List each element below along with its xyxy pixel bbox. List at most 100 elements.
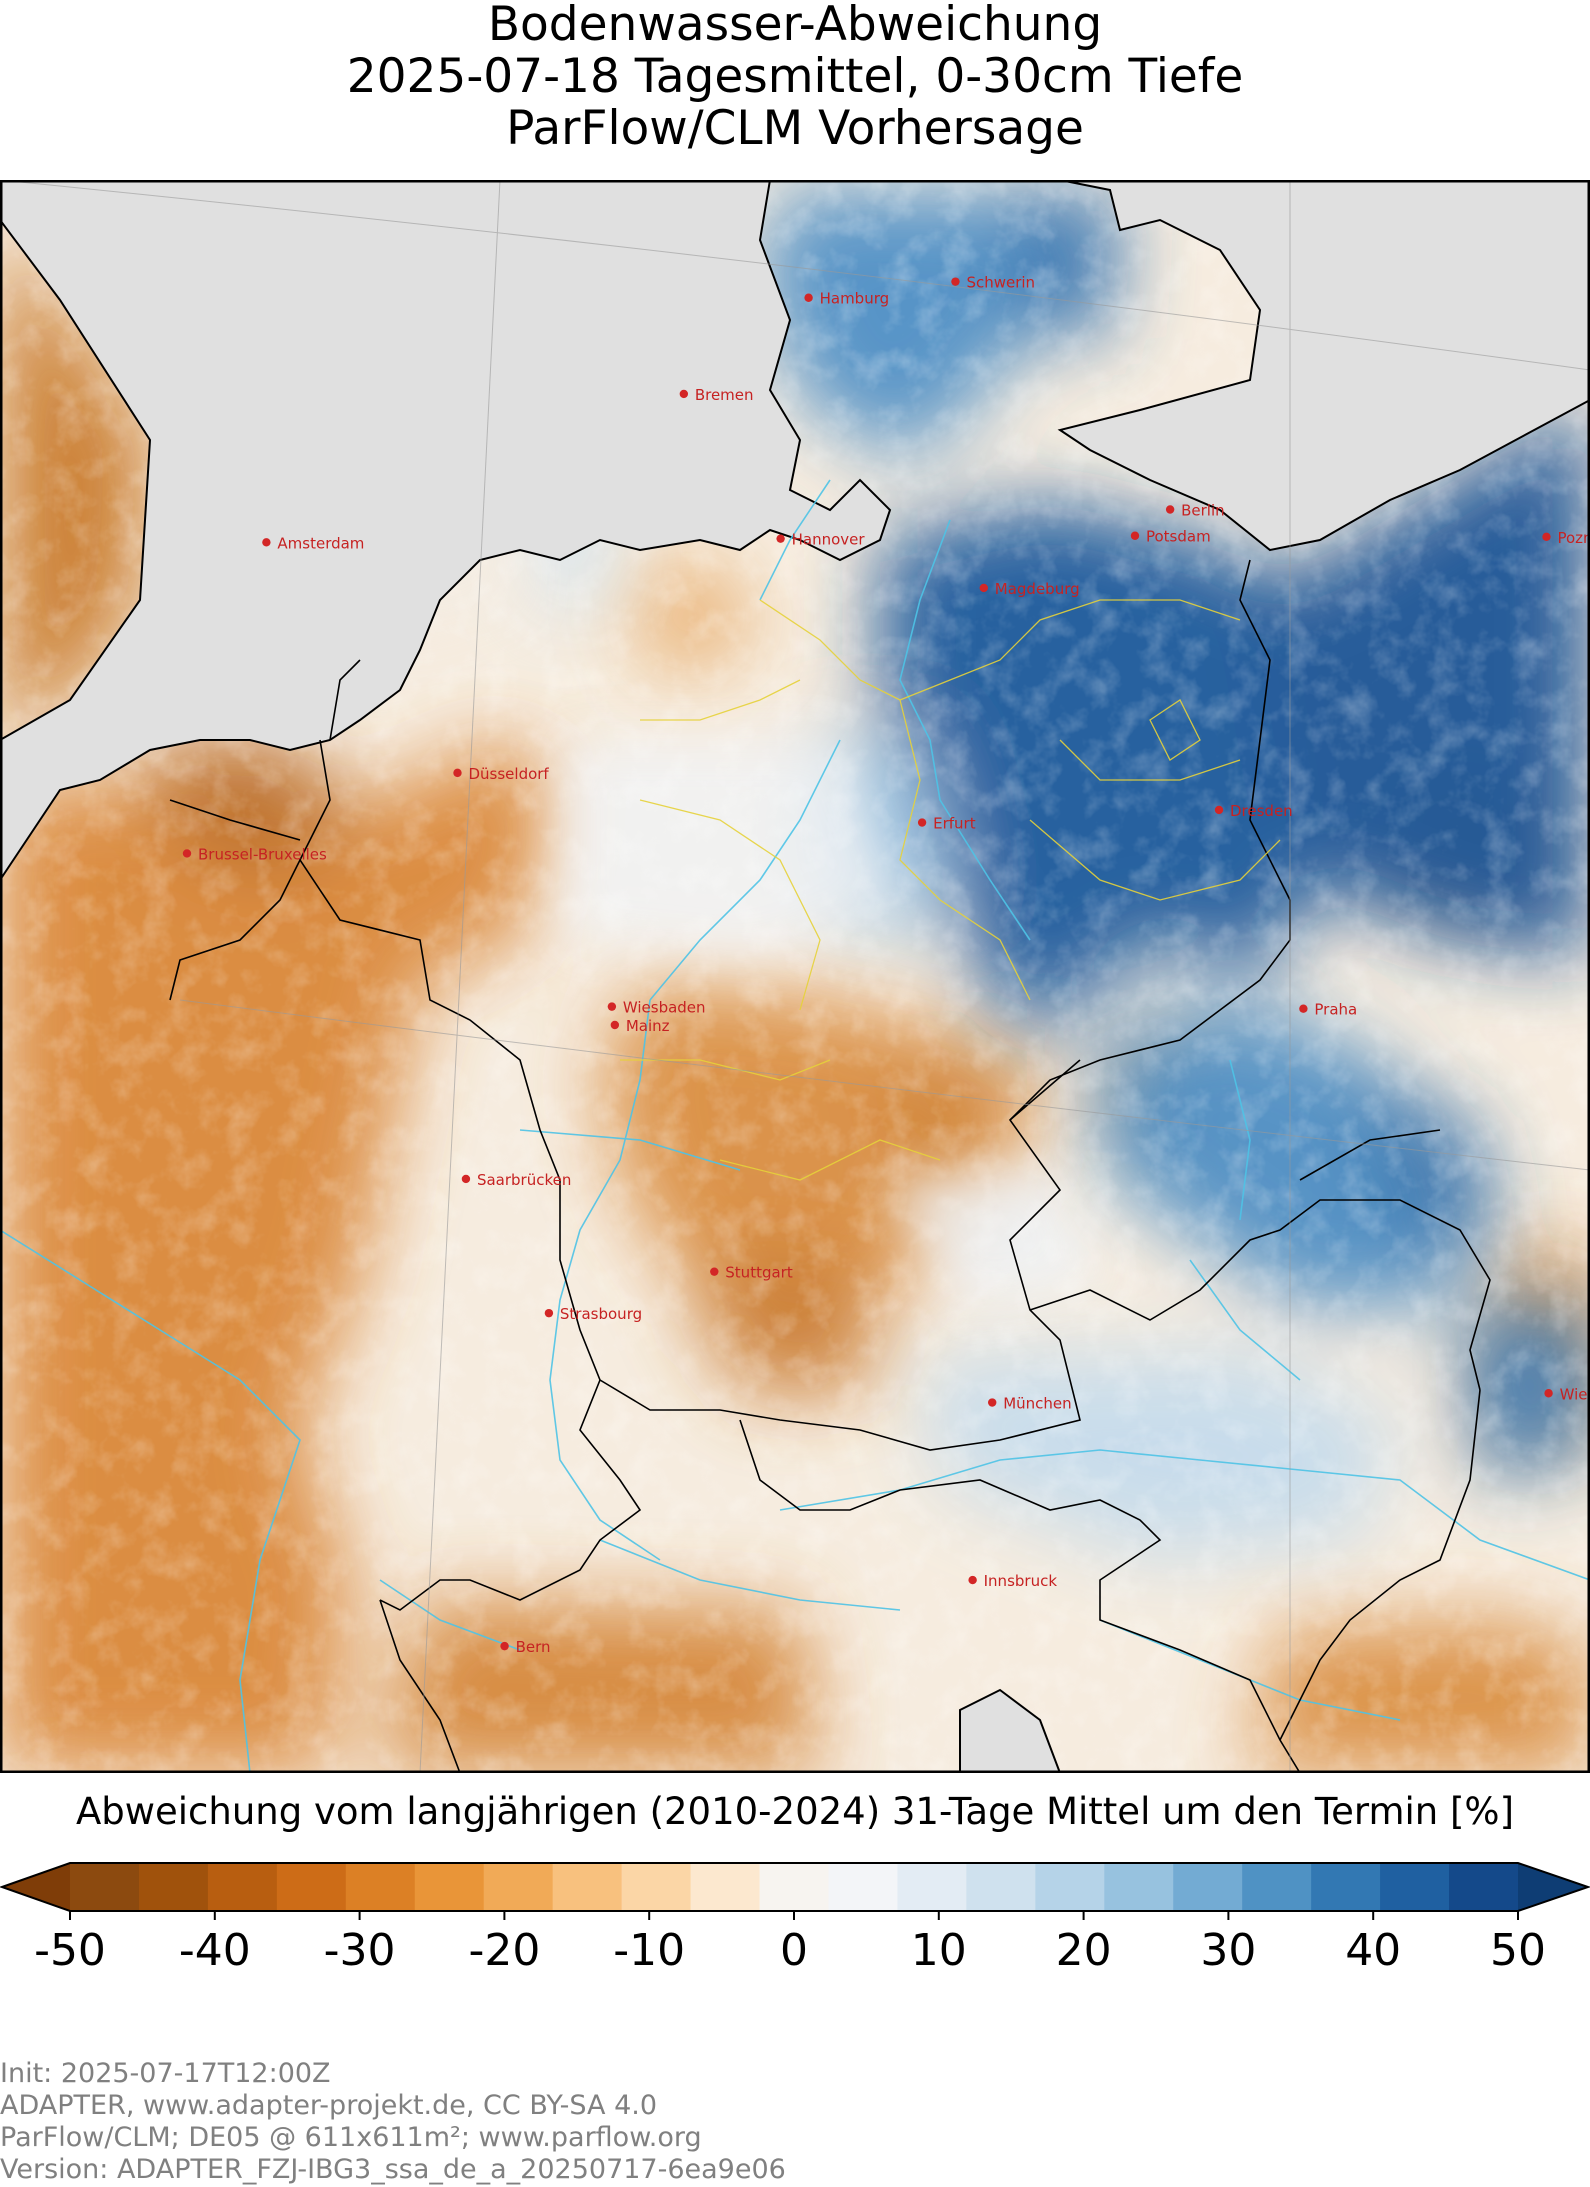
colorbar-segment [1449,1863,1519,1911]
colorbar-segment [276,1863,347,1911]
city-marker: Saarbrücken [461,1171,571,1189]
colorbar-segment [621,1863,692,1911]
rivers [0,479,1590,1773]
city-label: München [1003,1395,1071,1413]
city-label: Stuttgart [725,1264,793,1282]
colorbar-segment [897,1863,967,1911]
city-dot [679,389,689,399]
city-marker: Bern [500,1638,551,1656]
colorbar-tick-label: 0 [780,1925,808,1975]
colorbar-segment [1242,1863,1312,1911]
city-label: Bremen [695,386,754,404]
colorbar-tick-label: -50 [34,1925,106,1975]
city-marker: München [988,1395,1072,1413]
city-marker: Strasbourg [544,1305,642,1323]
colorbar-segment [1311,1863,1381,1911]
footer-model: ParFlow/CLM; DE05 @ 611x611m²; www.parfl… [0,2122,702,2153]
city-label: Strasbourg [560,1305,642,1323]
city-marker: Innsbruck [968,1572,1057,1590]
colorbar-tick-label: 50 [1490,1925,1546,1975]
city-marker: Erfurt [917,815,976,833]
colorbar-segment [1380,1863,1450,1911]
city-dot [710,1267,719,1276]
city-dot [988,1398,997,1407]
city-label: Schwerin [966,274,1035,292]
city-label: Wiesbaden [623,999,706,1017]
colorbar-segment [828,1863,899,1911]
colorbar-segment [1104,1863,1174,1911]
city-label: Potsdam [1146,528,1211,546]
city-dot [461,1174,471,1184]
city-marker: Magdeburg [979,580,1080,598]
colorbar-segment [690,1863,761,1911]
city-label: Wien [1560,1385,1590,1403]
map-border [0,180,1590,1773]
city-marker: Poznań [1542,529,1590,547]
colorbar-segment [759,1863,830,1911]
sea-areas [0,180,1590,1773]
footer-credit: ADAPTER, www.adapter-projekt.de, CC BY-S… [0,2090,658,2121]
colorbar-segment [207,1863,278,1911]
city-marker: Bremen [679,386,754,404]
city-marker: Düsseldorf [453,765,549,783]
city-dot [1165,505,1175,514]
city-dot [1542,532,1551,541]
city-marker: Wiesbaden [607,999,706,1017]
city-marker: Hamburg [804,290,889,308]
footer-version: Version: ADAPTER_FZJ-IBG3_ssa_de_a_20250… [0,2154,786,2185]
city-marker: Wien [1544,1385,1590,1403]
colorbar-segment [1035,1863,1105,1911]
city-dot [182,849,192,858]
map-title-line-1: Bodenwasser-Abweichung [487,0,1103,52]
colorbar-over-triangle [1518,1863,1588,1911]
city-marker: Brussel-Bruxelles [182,845,327,863]
colorbar-segment [345,1863,416,1911]
city-label: Dresden [1230,802,1293,820]
city-label: Saarbrücken [477,1171,571,1189]
city-dot [610,1020,620,1030]
state-borders [620,599,1281,1181]
city-label: Mainz [626,1017,670,1035]
city-label: Erfurt [933,815,976,833]
colorbar-segment [552,1863,623,1911]
city-dot [917,818,927,827]
soil-moisture-map: KøbenhavnMalmöKielNorwichHamburgSchwerin… [0,180,1590,1773]
city-marker: Berlin [1165,501,1225,519]
city-dot [776,534,785,543]
colorbar-tick-label: -20 [468,1925,540,1975]
city-dot [1299,1004,1308,1013]
city-dot [979,583,988,593]
colorbar-segment [483,1863,554,1911]
city-marker: Dresden [1214,802,1293,820]
city-dot [453,768,462,778]
colorbar-label: Abweichung vom langjährigen (2010-2024) … [75,1790,1515,1833]
city-markers: KøbenhavnMalmöKielNorwichHamburgSchwerin… [182,274,1590,1656]
colorbar-under-triangle [2,1863,70,1911]
city-label: Düsseldorf [468,765,549,783]
colorbar-tick-label: 40 [1345,1925,1401,1975]
city-marker: Hannover [776,531,865,549]
city-dot [262,538,271,547]
colorbar-tick-label: -30 [324,1925,396,1975]
city-label: Amsterdam [277,534,364,552]
colorbar-segment [966,1863,1036,1911]
colorbar: -50 -40 -30 -20 -10 0 10 20 30 40 50 [0,1862,1590,1975]
colorbar-segment [414,1863,485,1911]
footer-init: Init: 2025-07-17T12:00Z [0,2058,331,2089]
colorbar-segment [70,1863,140,1911]
colorbar-tick-label: 30 [1200,1925,1256,1975]
colorbar-segment [138,1863,209,1911]
colorbar-tick-label: -40 [179,1925,251,1975]
city-marker: Schwerin [951,274,1035,292]
city-label: Hannover [792,531,866,549]
city-dot [1214,805,1224,815]
city-label: Poznań [1557,529,1590,547]
city-marker: Potsdam [1130,528,1211,546]
city-dot [804,293,813,302]
city-label: Berlin [1181,501,1225,519]
city-marker: Stuttgart [710,1264,793,1282]
city-label: Magdeburg [995,580,1080,598]
colorbar-segment [1173,1863,1243,1911]
city-marker: Mainz [610,1017,670,1035]
city-dot [544,1308,554,1318]
